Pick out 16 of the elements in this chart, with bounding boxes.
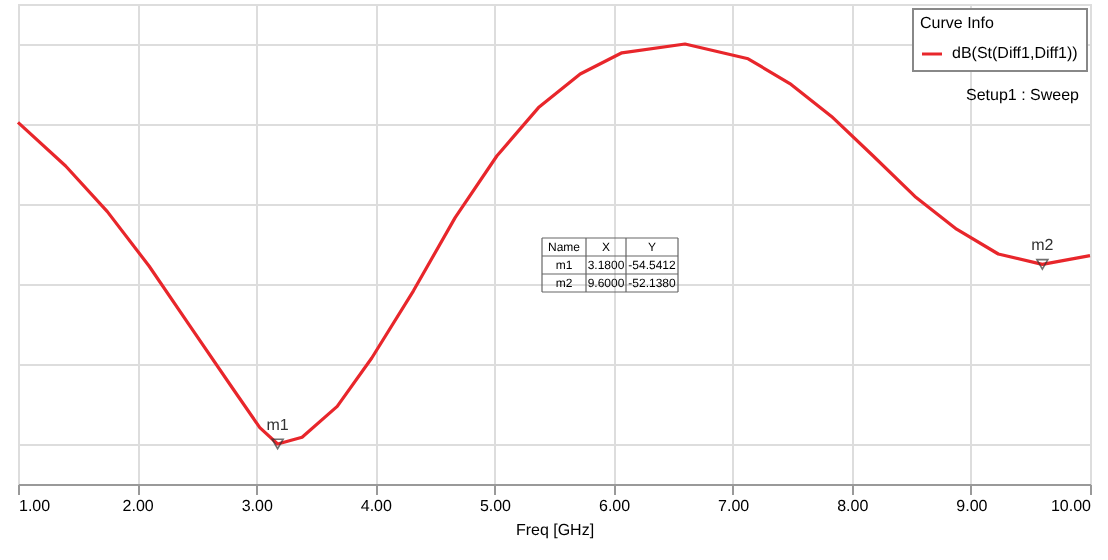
annotation: m1 (266, 416, 290, 434)
x-tick-label: 6.00 (598, 497, 632, 515)
annotation: Setup1 : Sweep (966, 86, 1081, 104)
x-axis-title: Freq [GHz] (515, 521, 595, 539)
x-tick-label: 3.00 (241, 497, 274, 515)
x-tick-label: 5.00 (479, 497, 513, 515)
x-tick-label: 1.00 (19, 497, 52, 515)
x-tick-label: 4.00 (360, 497, 393, 515)
x-tick-label: 8.00 (837, 497, 870, 515)
x-tick-label: 7.00 (718, 497, 751, 515)
x-tick-label: 9.00 (956, 497, 989, 515)
annotation: m2 (1031, 236, 1055, 255)
legend-label: dB(St(Diff1,Diff1)) (952, 44, 1079, 62)
x-tick-label: 2.00 (122, 497, 155, 515)
legend-title: Curve Info (920, 14, 995, 32)
x-tick-label: 10.00 (1050, 497, 1093, 515)
